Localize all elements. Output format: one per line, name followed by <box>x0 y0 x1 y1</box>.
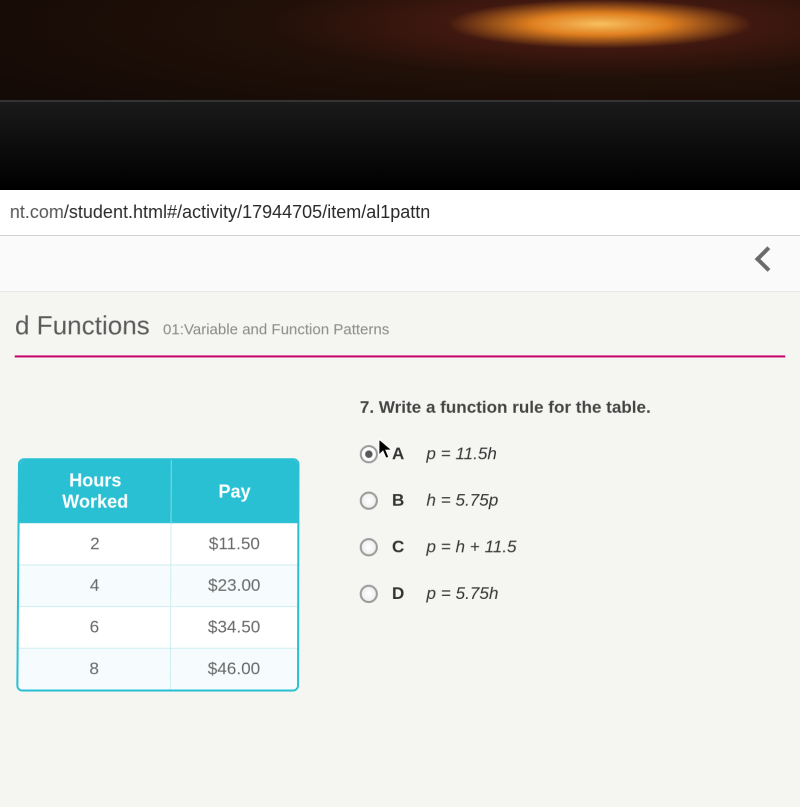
url-path: /student.html#/activity/17944705/item/al… <box>64 202 430 223</box>
question-panel: 7. Write a function rule for the table. … <box>360 398 784 692</box>
choice-letter: B <box>392 491 404 511</box>
choice-expression: p = 11.5h <box>426 444 496 464</box>
choice-letter: A <box>392 444 404 464</box>
radio-icon[interactable] <box>360 585 378 603</box>
table-row: 2 $11.50 <box>19 523 297 565</box>
radio-icon[interactable] <box>360 445 378 463</box>
choice-letter: C <box>392 537 404 557</box>
url-domain-fragment: nt.com <box>10 202 64 223</box>
app-toolbar <box>0 236 800 292</box>
choice-a[interactable]: A p = 11.5h <box>360 444 782 464</box>
choice-c[interactable]: C p = h + 11.5 <box>360 537 783 557</box>
choice-expression: h = 5.75p <box>426 491 498 511</box>
choice-expression: p = 5.75h <box>426 584 498 604</box>
choice-b[interactable]: B h = 5.75p <box>360 491 783 511</box>
table-row: 4 $23.00 <box>19 565 297 607</box>
choice-d[interactable]: D p = 5.75h <box>360 584 783 604</box>
col-pay: Pay <box>171 460 297 523</box>
radio-icon[interactable] <box>360 538 378 556</box>
col-hours: HoursWorked <box>20 460 172 523</box>
data-table: HoursWorked Pay 2 $11.50 4 $23.00 6 <box>16 458 299 691</box>
question-prompt: 7. Write a function rule for the table. <box>360 398 782 418</box>
back-icon[interactable] <box>755 246 780 272</box>
table-row: 6 $34.50 <box>19 607 298 649</box>
table-row: 8 $46.00 <box>18 648 297 689</box>
page-title-fragment: d Functions <box>15 310 150 340</box>
screen-area: nt.com/student.html#/activity/17944705/i… <box>0 190 800 807</box>
header-divider <box>15 355 785 357</box>
choice-expression: p = h + 11.5 <box>426 537 516 557</box>
laptop-bezel <box>0 100 800 190</box>
browser-url-bar[interactable]: nt.com/student.html#/activity/17944705/i… <box>0 190 800 236</box>
page-subtitle: 01:Variable and Function Patterns <box>163 321 389 338</box>
radio-icon[interactable] <box>360 492 378 510</box>
content-area: HoursWorked Pay 2 $11.50 4 $23.00 6 <box>0 368 800 723</box>
choice-letter: D <box>392 584 404 604</box>
page-header: d Functions 01:Variable and Function Pat… <box>0 292 800 367</box>
